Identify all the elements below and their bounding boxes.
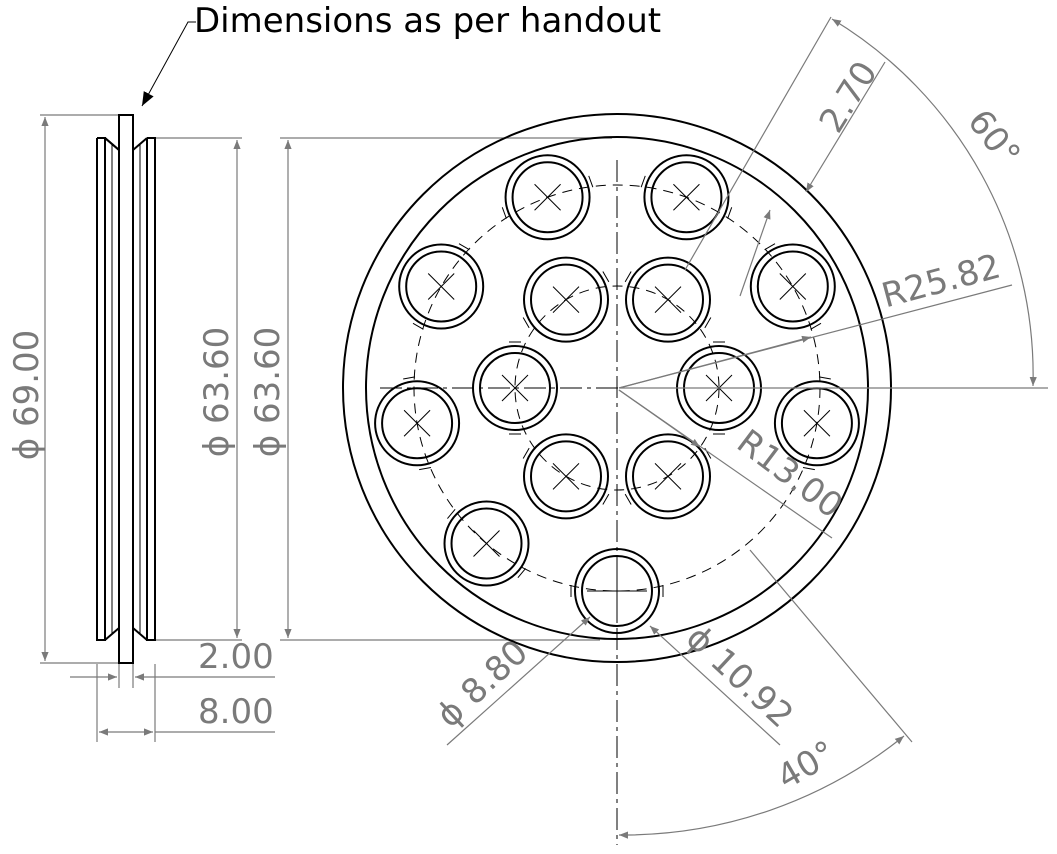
note-text: Dimensions as per handout [194, 1, 661, 41]
hole-cross-b [654, 462, 682, 490]
note-leader [141, 21, 196, 107]
inner-radius-label: R13.00 [729, 422, 850, 527]
hole-dia-label: ϕ 8.80 [429, 632, 536, 736]
dim-groove-depth: 2.70 [739, 54, 886, 297]
arrow [618, 389, 701, 448]
angle-top-label: 60° [959, 102, 1028, 174]
dim-ring-dia: ϕ 10.92 [649, 618, 801, 746]
hole-tick [802, 467, 815, 471]
angle-arc [831, 18, 1037, 387]
hole-tick [419, 467, 432, 471]
hole-tick [640, 175, 646, 188]
groove-dia-front-label: ϕ 63.60 [248, 327, 288, 458]
hole-tick [602, 493, 610, 505]
hole-cross-b [403, 409, 431, 437]
hole-ring-outer [374, 380, 461, 467]
outer-radius-label: R25.82 [878, 246, 1005, 316]
arrow-inner [739, 209, 771, 297]
side-rail-right-outer [146, 137, 156, 641]
leader [649, 625, 781, 746]
dim-groove-dia-side: ϕ 63.60 [156, 137, 242, 641]
arrow [618, 335, 812, 389]
hole-ring-outer [472, 345, 558, 431]
note-group: Dimensions as per handout [141, 1, 661, 107]
dim-outer-radius: R25.82 [618, 246, 1013, 389]
hole-ring-outer [574, 548, 660, 634]
hole-bore [450, 507, 523, 580]
side-rail-left-outer [96, 137, 106, 641]
outer-dia-label: ϕ 69.00 [7, 330, 47, 461]
hole-ring-outer [643, 154, 730, 241]
angle-bottom-label: 40° [770, 733, 842, 798]
hole-tick [447, 509, 456, 519]
hole-tick [727, 207, 733, 219]
hole-bore [632, 263, 704, 336]
hole-cross-b [779, 273, 807, 300]
hole-bore [511, 161, 584, 234]
hole-tick [624, 493, 632, 505]
hole-bore [530, 440, 602, 513]
hole-ring-outer [773, 380, 860, 467]
angle-arc [618, 735, 905, 839]
dim-total-width: 8.00 [96, 664, 275, 742]
hole-bore [479, 352, 551, 424]
hole-cross-b [552, 462, 580, 490]
hole-cross-b [534, 183, 561, 211]
ext-line-40 [749, 549, 913, 743]
total-width-label: 8.00 [198, 692, 274, 732]
dim-groove-dia-front: ϕ 63.60 [248, 137, 612, 641]
dim-hole-dia: ϕ 8.80 [429, 616, 591, 746]
hole-ring-outer [625, 256, 711, 343]
dim-flange-thickness: 2.00 [70, 637, 275, 688]
hole-cross-b [654, 286, 682, 314]
hole-bore [581, 555, 653, 627]
side-flange [118, 114, 134, 664]
hole-cross-b [473, 530, 500, 557]
hole-tick [624, 271, 632, 283]
hole-tick [588, 175, 594, 188]
hole-ring-outer [523, 433, 609, 520]
hole-bore [756, 250, 829, 323]
arrow-outer [805, 181, 814, 193]
hole-tick [458, 243, 470, 251]
hole-bore [650, 161, 723, 234]
dim-angle-top: 60° [620, 16, 1048, 389]
hole-bore [632, 440, 704, 513]
hole-tick [764, 243, 776, 251]
hole-ring-outer [398, 243, 485, 330]
hole-tick [602, 271, 610, 283]
hole-tick [517, 568, 526, 578]
side-view [96, 114, 156, 664]
hole-ring-outer [443, 500, 530, 587]
hole-cross-b [803, 409, 831, 437]
hole-ring-outer [504, 154, 591, 241]
hole-bore [381, 387, 454, 460]
ext-line-60 [684, 16, 832, 271]
hole-tick [522, 447, 530, 459]
groove-dia-side-label: ϕ 63.60 [197, 327, 237, 458]
hole-cross-b [552, 286, 580, 314]
ring-dia-label: ϕ 10.92 [678, 618, 801, 736]
hole-ring-outer [625, 433, 711, 520]
hole-tick [501, 207, 507, 219]
hole-cross-b [427, 273, 455, 300]
hole-tick [412, 322, 424, 330]
hole-bore [405, 250, 478, 323]
dim-outer-dia: ϕ 69.00 [7, 114, 118, 664]
hole-cross-b [673, 183, 700, 211]
hole-tick [403, 376, 416, 380]
groove-depth-label: 2.70 [812, 54, 886, 139]
flange-thickness-label: 2.00 [198, 637, 274, 677]
leader [446, 616, 591, 746]
hole-tick [704, 317, 712, 329]
holes [374, 154, 860, 634]
hole-ring-outer [523, 256, 609, 343]
hole-tick [810, 322, 822, 330]
hole-cross-b [501, 374, 529, 402]
hole-tick [818, 376, 831, 380]
hole-bore [530, 263, 602, 336]
hole-tick [522, 317, 530, 329]
